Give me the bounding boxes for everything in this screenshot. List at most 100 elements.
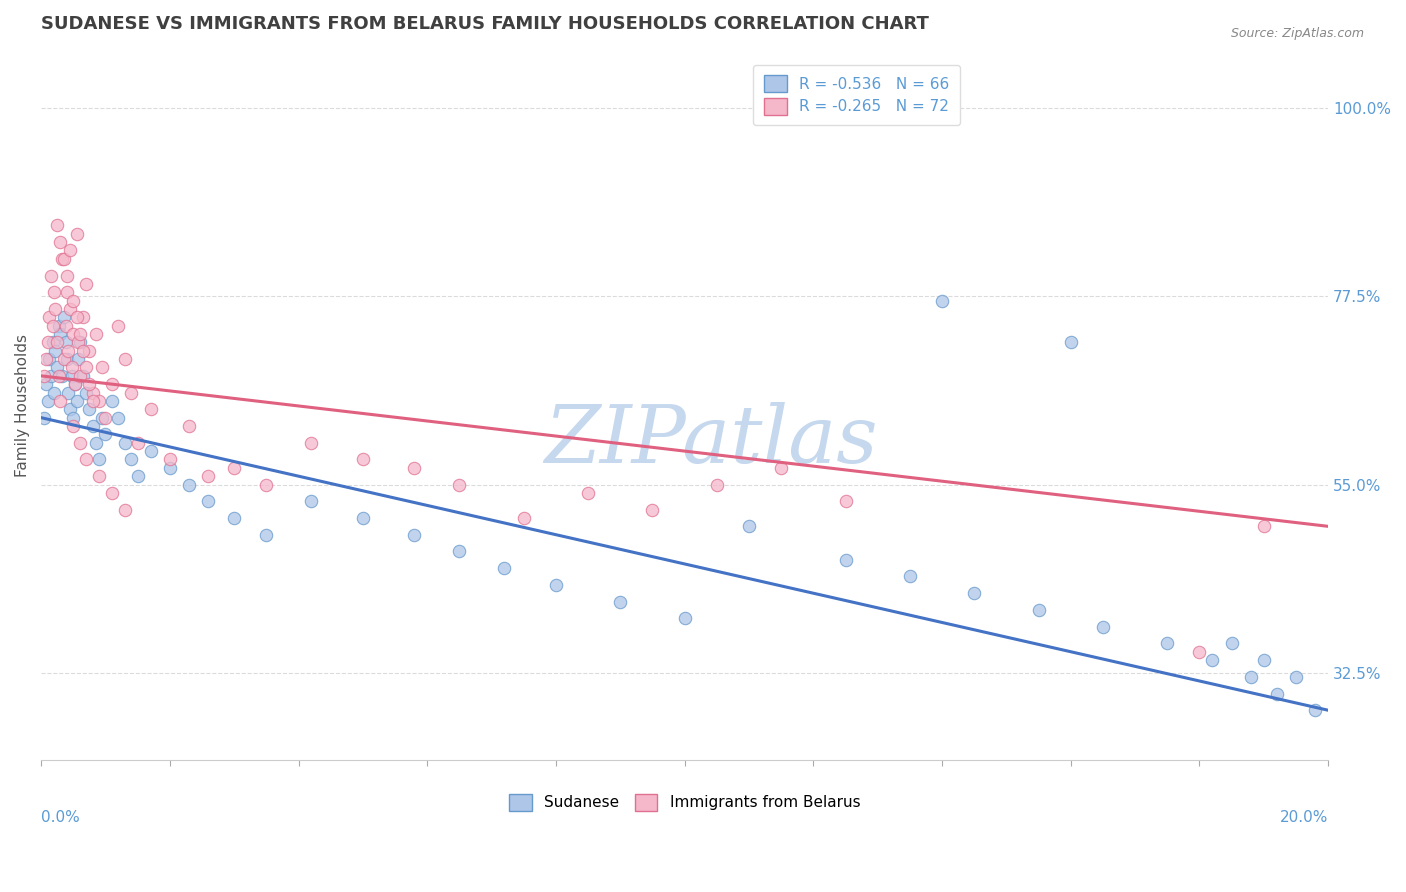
Point bbox=[224, 460, 246, 475]
Point bbox=[1156, 636, 1178, 650]
Point bbox=[898, 569, 921, 583]
Point bbox=[1253, 519, 1275, 533]
Point bbox=[114, 502, 136, 516]
Point bbox=[1253, 653, 1275, 667]
Point bbox=[299, 435, 322, 450]
Point bbox=[75, 385, 97, 400]
Point bbox=[576, 486, 599, 500]
Text: SUDANESE VS IMMIGRANTS FROM BELARUS FAMILY HOUSEHOLDS CORRELATION CHART: SUDANESE VS IMMIGRANTS FROM BELARUS FAMI… bbox=[41, 15, 929, 33]
Point bbox=[159, 460, 181, 475]
Point bbox=[34, 410, 56, 425]
Point bbox=[641, 502, 664, 516]
Point bbox=[139, 444, 162, 458]
Point bbox=[404, 527, 426, 541]
Point bbox=[673, 611, 696, 625]
Point bbox=[62, 410, 84, 425]
Point bbox=[63, 377, 86, 392]
Point bbox=[59, 301, 82, 316]
Point bbox=[449, 477, 471, 491]
Point bbox=[72, 310, 94, 325]
Point bbox=[1265, 686, 1288, 700]
Point bbox=[706, 477, 728, 491]
Point bbox=[120, 385, 142, 400]
Point bbox=[87, 452, 110, 467]
Point bbox=[67, 352, 90, 367]
Point bbox=[44, 301, 66, 316]
Point bbox=[449, 544, 471, 558]
Point bbox=[1091, 620, 1114, 634]
Point bbox=[101, 377, 124, 392]
Point bbox=[39, 368, 62, 383]
Point bbox=[37, 335, 59, 350]
Point bbox=[197, 469, 219, 483]
Point bbox=[69, 368, 91, 383]
Point bbox=[69, 327, 91, 342]
Point bbox=[56, 385, 79, 400]
Point bbox=[91, 410, 114, 425]
Point bbox=[101, 393, 124, 408]
Point bbox=[65, 310, 87, 325]
Point bbox=[35, 377, 58, 392]
Point bbox=[1303, 703, 1326, 717]
Point bbox=[87, 469, 110, 483]
Point bbox=[94, 410, 117, 425]
Point bbox=[59, 402, 82, 417]
Point bbox=[41, 318, 63, 333]
Point bbox=[352, 452, 374, 467]
Point bbox=[51, 368, 73, 383]
Point bbox=[84, 435, 107, 450]
Text: ZIPatlas: ZIPatlas bbox=[544, 402, 877, 479]
Point bbox=[834, 553, 856, 567]
Point bbox=[1060, 335, 1083, 350]
Point bbox=[60, 368, 83, 383]
Point bbox=[738, 519, 761, 533]
Point bbox=[42, 285, 65, 300]
Point bbox=[1201, 653, 1223, 667]
Point bbox=[127, 469, 149, 483]
Point bbox=[82, 419, 104, 434]
Point bbox=[63, 377, 86, 392]
Point bbox=[59, 244, 82, 258]
Point bbox=[127, 435, 149, 450]
Point bbox=[67, 335, 90, 350]
Point bbox=[56, 285, 79, 300]
Point bbox=[404, 460, 426, 475]
Point bbox=[1285, 670, 1308, 684]
Text: 20.0%: 20.0% bbox=[1279, 810, 1329, 825]
Point bbox=[37, 393, 59, 408]
Point bbox=[39, 268, 62, 283]
Point bbox=[62, 293, 84, 308]
Point bbox=[52, 252, 75, 266]
Point bbox=[254, 477, 277, 491]
Point bbox=[44, 343, 66, 358]
Point bbox=[544, 578, 567, 592]
Point bbox=[72, 368, 94, 383]
Point bbox=[52, 352, 75, 367]
Point bbox=[75, 277, 97, 291]
Point bbox=[254, 527, 277, 541]
Point bbox=[69, 335, 91, 350]
Point bbox=[38, 352, 60, 367]
Point bbox=[79, 343, 101, 358]
Point bbox=[56, 352, 79, 367]
Point bbox=[56, 268, 79, 283]
Point bbox=[46, 335, 69, 350]
Point bbox=[75, 452, 97, 467]
Point bbox=[42, 385, 65, 400]
Point bbox=[55, 318, 77, 333]
Text: 0.0%: 0.0% bbox=[41, 810, 80, 825]
Point bbox=[72, 343, 94, 358]
Text: Source: ZipAtlas.com: Source: ZipAtlas.com bbox=[1230, 27, 1364, 40]
Point bbox=[197, 494, 219, 508]
Point bbox=[82, 385, 104, 400]
Point bbox=[494, 561, 516, 575]
Point bbox=[84, 327, 107, 342]
Legend: Sudanese, Immigrants from Belarus: Sudanese, Immigrants from Belarus bbox=[503, 788, 866, 817]
Point bbox=[51, 252, 73, 266]
Point bbox=[62, 419, 84, 434]
Point bbox=[75, 360, 97, 375]
Point bbox=[60, 360, 83, 375]
Point bbox=[94, 427, 117, 442]
Point bbox=[107, 318, 129, 333]
Point bbox=[963, 586, 986, 600]
